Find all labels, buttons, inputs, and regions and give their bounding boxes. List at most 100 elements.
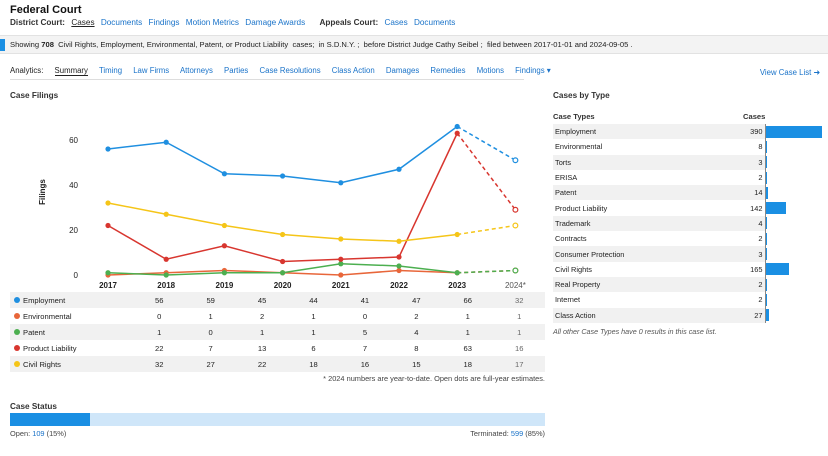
case-type-row[interactable]: ERISA 2	[553, 169, 822, 186]
tab-summary[interactable]: Summary	[54, 66, 88, 76]
data-point[interactable]	[396, 267, 402, 274]
tab-law-firms[interactable]: Law Firms	[133, 66, 170, 75]
data-point[interactable]	[338, 180, 344, 186]
data-point[interactable]	[396, 254, 402, 260]
case-type-row[interactable]: Consumer Protection 3	[553, 246, 822, 262]
appeals-cases-link[interactable]: Cases	[384, 18, 408, 27]
series-name[interactable]: Patent	[23, 327, 45, 337]
data-point[interactable]	[280, 258, 286, 265]
data-point[interactable]	[396, 238, 402, 244]
judge-filter[interactable]: before District Judge Cathy Seibel ;	[363, 40, 483, 49]
case-types-filter[interactable]: Civil Rights, Employment, Environmental,…	[58, 40, 289, 49]
district-damage-awards-link[interactable]: Damage Awards	[245, 18, 306, 27]
case-type-name[interactable]: Environmental	[555, 142, 603, 152]
tab-remedies[interactable]: Remedies	[430, 66, 466, 75]
case-type-name[interactable]: Civil Rights	[555, 264, 592, 274]
data-point[interactable]	[280, 231, 286, 238]
case-type-row[interactable]: Real Property 2	[553, 276, 822, 293]
case-type-row[interactable]: Patent 14	[553, 185, 822, 201]
estimate-point[interactable]	[512, 206, 519, 213]
data-point[interactable]	[163, 139, 169, 145]
case-type-row[interactable]: Product Liability 142	[553, 200, 822, 216]
appeals-documents-link[interactable]: Documents	[413, 18, 456, 27]
data-point[interactable]	[454, 123, 460, 130]
case-type-name[interactable]: Internet	[555, 295, 581, 305]
case-type-row[interactable]: Environmental 8	[553, 139, 822, 155]
case-status-bar[interactable]	[10, 413, 545, 426]
case-type-bar[interactable]	[765, 309, 770, 322]
case-type-bar[interactable]	[765, 217, 767, 230]
terminated-count-link[interactable]: 599	[510, 429, 524, 438]
case-type-name[interactable]: Employment	[553, 124, 713, 140]
district-documents-link[interactable]: Documents	[100, 18, 143, 27]
data-point[interactable]	[338, 261, 344, 267]
district-findings-link[interactable]: Findings	[148, 18, 180, 27]
case-type-name[interactable]: Consumer Protection	[553, 246, 713, 262]
estimate-point[interactable]	[512, 157, 519, 164]
case-type-bar[interactable]	[765, 140, 767, 153]
case-type-name[interactable]: Real Property	[553, 276, 713, 293]
data-point[interactable]	[221, 270, 227, 276]
tab-timing[interactable]: Timing	[98, 66, 123, 75]
open-cases-fill[interactable]	[10, 413, 91, 426]
case-type-name[interactable]: Torts	[553, 154, 713, 170]
case-type-row[interactable]: Class Action 27	[553, 307, 822, 323]
tab-findings-dropdown[interactable]: Findings ▾	[515, 66, 551, 75]
series-name[interactable]: Product Liability	[23, 343, 77, 353]
case-type-bar[interactable]	[765, 202, 786, 215]
data-point[interactable]	[163, 256, 169, 262]
data-point[interactable]	[338, 272, 344, 278]
data-point[interactable]	[221, 243, 227, 249]
data-point[interactable]	[454, 130, 460, 136]
estimate-point[interactable]	[512, 267, 519, 274]
tab-case-resolutions[interactable]: Case Resolutions	[259, 66, 321, 75]
date-filter[interactable]: filed between 2017-01-01 and 2024-09-05 …	[486, 40, 633, 49]
data-point[interactable]	[396, 263, 402, 269]
case-type-bar[interactable]	[765, 125, 822, 138]
case-type-row[interactable]: Trademark 4	[553, 215, 822, 232]
data-point[interactable]	[105, 222, 111, 229]
case-type-row[interactable]: Contracts 2	[553, 231, 822, 247]
tab-parties[interactable]: Parties	[224, 66, 249, 75]
tab-damages[interactable]: Damages	[385, 66, 420, 75]
data-point[interactable]	[163, 211, 169, 217]
data-point[interactable]	[105, 270, 111, 276]
view-case-list-link[interactable]: View Case List ➜	[760, 68, 820, 77]
series-name[interactable]: Civil Rights	[23, 359, 61, 369]
case-type-name[interactable]: ERISA	[555, 173, 578, 183]
case-type-row[interactable]: Torts 3	[553, 154, 822, 170]
case-type-name[interactable]: Trademark	[553, 215, 713, 232]
case-type-row[interactable]: Civil Rights 165	[553, 261, 822, 277]
data-point[interactable]	[280, 270, 286, 276]
case-type-bar[interactable]	[765, 263, 790, 276]
estimate-point[interactable]	[512, 222, 519, 229]
case-type-row[interactable]: Employment 390	[553, 124, 822, 140]
data-point[interactable]	[396, 166, 402, 172]
data-point[interactable]	[454, 231, 460, 238]
tab-motions[interactable]: Motions	[476, 66, 504, 75]
filter-flag-icon[interactable]	[0, 39, 5, 51]
data-point[interactable]	[280, 173, 286, 179]
case-type-name[interactable]: Product Liability	[555, 203, 608, 213]
open-count-link[interactable]: 109	[32, 429, 45, 438]
data-point[interactable]	[338, 256, 344, 262]
data-point[interactable]	[105, 146, 111, 152]
data-point[interactable]	[163, 272, 169, 278]
district-cases-link[interactable]: Cases	[71, 18, 95, 27]
case-type-row[interactable]: Internet 2	[553, 292, 822, 308]
venue-filter[interactable]: in S.D.N.Y. ;	[318, 40, 360, 49]
case-type-name[interactable]: Patent	[553, 185, 713, 201]
district-motion-metrics-link[interactable]: Motion Metrics	[185, 18, 239, 27]
case-type-name[interactable]: Class Action	[553, 307, 713, 323]
data-point[interactable]	[105, 200, 111, 206]
case-type-bar[interactable]	[765, 186, 768, 199]
series-name[interactable]: Employment	[23, 295, 66, 305]
data-point[interactable]	[338, 236, 344, 242]
data-point[interactable]	[454, 270, 460, 276]
series-name[interactable]: Environmental	[23, 311, 72, 321]
data-point[interactable]	[221, 222, 227, 229]
case-type-name[interactable]: Contracts	[555, 234, 587, 244]
tab-class-action[interactable]: Class Action	[331, 66, 375, 75]
tab-attorneys[interactable]: Attorneys	[179, 66, 213, 75]
data-point[interactable]	[221, 171, 227, 177]
